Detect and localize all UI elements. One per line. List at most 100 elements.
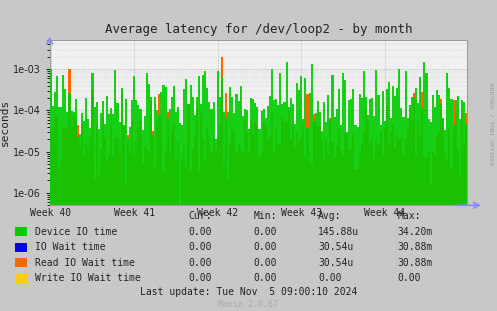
Text: 34.20m: 34.20m bbox=[398, 227, 433, 237]
Bar bbox=[419, 77, 421, 311]
Bar bbox=[407, 128, 409, 311]
Bar bbox=[333, 117, 335, 311]
Bar bbox=[156, 110, 158, 311]
Bar bbox=[380, 132, 382, 311]
Bar bbox=[338, 130, 340, 311]
Bar bbox=[260, 151, 262, 311]
Bar bbox=[106, 162, 108, 311]
Bar bbox=[390, 131, 392, 311]
Bar bbox=[455, 100, 457, 311]
Text: Max:: Max: bbox=[398, 211, 421, 221]
Bar bbox=[444, 130, 446, 311]
Bar bbox=[300, 76, 302, 311]
Bar bbox=[421, 92, 423, 311]
Bar bbox=[137, 105, 140, 311]
Bar bbox=[384, 121, 386, 311]
Bar bbox=[304, 78, 307, 311]
Bar bbox=[50, 132, 52, 311]
Bar bbox=[210, 152, 213, 311]
Bar bbox=[427, 152, 429, 311]
Bar bbox=[225, 118, 227, 311]
Bar bbox=[286, 62, 288, 311]
Bar bbox=[158, 94, 161, 311]
Bar bbox=[236, 94, 238, 311]
Bar bbox=[361, 98, 363, 311]
Bar bbox=[244, 109, 246, 311]
Bar bbox=[129, 153, 131, 311]
Bar bbox=[185, 79, 187, 311]
Bar bbox=[348, 150, 350, 311]
Bar bbox=[104, 138, 106, 311]
Bar bbox=[252, 99, 254, 311]
Bar bbox=[179, 205, 181, 311]
Bar bbox=[166, 118, 168, 311]
Bar bbox=[288, 107, 290, 311]
Bar bbox=[356, 169, 359, 311]
Bar bbox=[231, 97, 234, 311]
Bar bbox=[281, 104, 283, 311]
Bar bbox=[165, 86, 166, 311]
Bar bbox=[127, 135, 129, 311]
Bar bbox=[148, 84, 150, 311]
Bar bbox=[394, 148, 396, 311]
Bar bbox=[198, 170, 200, 311]
Bar bbox=[321, 131, 323, 311]
Bar bbox=[363, 71, 365, 311]
Bar bbox=[415, 88, 417, 311]
Bar bbox=[116, 104, 119, 311]
Bar bbox=[269, 96, 271, 311]
Bar bbox=[79, 134, 81, 311]
Bar bbox=[71, 127, 73, 311]
Bar bbox=[58, 169, 60, 311]
Bar bbox=[459, 119, 461, 311]
Bar bbox=[187, 104, 189, 311]
Bar bbox=[396, 88, 398, 311]
Bar bbox=[85, 144, 87, 311]
Bar bbox=[292, 104, 294, 311]
Bar bbox=[227, 181, 229, 311]
Bar bbox=[434, 156, 436, 311]
Bar bbox=[168, 155, 171, 311]
Bar bbox=[200, 104, 202, 311]
Bar bbox=[213, 138, 215, 311]
Bar bbox=[79, 146, 81, 311]
Bar bbox=[64, 128, 67, 311]
Bar bbox=[229, 142, 231, 311]
Bar bbox=[246, 110, 248, 311]
Bar bbox=[283, 122, 286, 311]
Bar bbox=[321, 140, 323, 311]
Bar bbox=[333, 157, 335, 311]
Text: 30.54u: 30.54u bbox=[318, 242, 353, 252]
Bar bbox=[465, 113, 467, 311]
Bar bbox=[179, 123, 181, 311]
Bar bbox=[95, 124, 98, 311]
Text: Read IO Wait time: Read IO Wait time bbox=[35, 258, 135, 268]
Text: 0.00: 0.00 bbox=[189, 242, 212, 252]
Bar bbox=[440, 104, 442, 311]
Text: Write IO Wait time: Write IO Wait time bbox=[35, 273, 141, 283]
Bar bbox=[150, 101, 152, 311]
Bar bbox=[407, 118, 409, 311]
Bar bbox=[365, 97, 367, 311]
Bar bbox=[54, 116, 56, 311]
Bar bbox=[425, 157, 427, 311]
Bar bbox=[415, 156, 417, 311]
Bar bbox=[459, 176, 461, 311]
Bar bbox=[340, 151, 342, 311]
Bar bbox=[89, 128, 91, 311]
Bar bbox=[89, 137, 91, 311]
Bar bbox=[56, 76, 58, 311]
Bar bbox=[275, 128, 277, 311]
Bar bbox=[413, 93, 415, 311]
Bar bbox=[409, 104, 411, 311]
Bar bbox=[150, 97, 152, 311]
Bar bbox=[346, 134, 348, 311]
Bar bbox=[91, 73, 93, 311]
Bar bbox=[440, 99, 442, 311]
Bar bbox=[133, 76, 135, 311]
Bar bbox=[146, 150, 148, 311]
Bar bbox=[260, 111, 262, 311]
Bar bbox=[457, 96, 459, 311]
Bar bbox=[98, 174, 100, 311]
Bar bbox=[317, 101, 319, 311]
